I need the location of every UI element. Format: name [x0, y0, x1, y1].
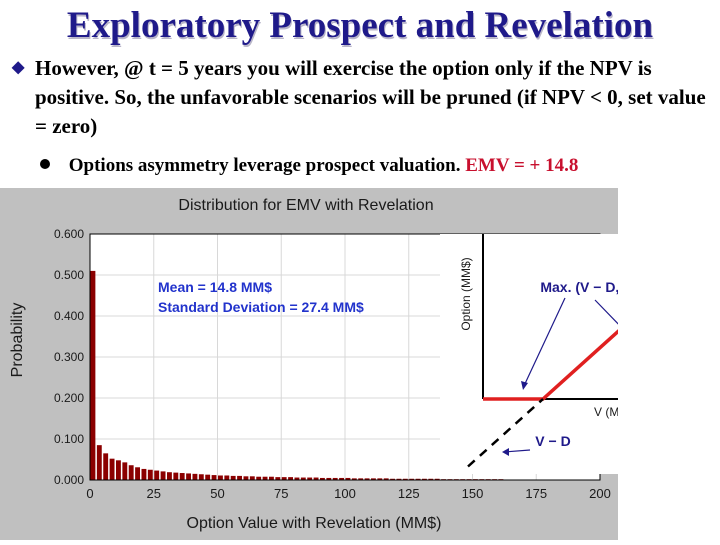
- histogram-bar: [110, 459, 115, 480]
- y-tick-label: 0.200: [54, 391, 84, 405]
- y-tick-label: 0.400: [54, 309, 84, 323]
- histogram-bar: [180, 473, 185, 480]
- histogram-bar: [97, 445, 102, 480]
- slide-title: Exploratory Prospect and Revelation: [0, 4, 720, 47]
- annotation-mean: Mean = 14.8 MM$: [158, 279, 272, 295]
- bullet-main: ◆ However, @ t = 5 years you will exerci…: [12, 54, 712, 141]
- histogram-bar: [199, 474, 204, 480]
- y-axis-label: Probability: [9, 303, 26, 378]
- histogram-bar: [205, 475, 210, 480]
- histogram-bar: [142, 469, 147, 480]
- x-axis-label: Option Value with Revelation (MM$): [187, 515, 442, 532]
- payoff-inset: Option (MM$) V (MM$) Max. (V − D, 0) V −…: [440, 234, 618, 474]
- histogram-bar: [237, 476, 242, 480]
- histogram-bar: [218, 475, 223, 480]
- histogram-bar: [231, 476, 236, 480]
- y-tick-label: 0.300: [54, 350, 84, 364]
- dot-bullet-icon: [40, 159, 50, 169]
- x-tick-label: 25: [147, 486, 161, 501]
- annotation-stddev: Standard Deviation = 27.4 MM$: [158, 299, 364, 315]
- inset-x-label: V (MM$): [594, 405, 618, 419]
- bullet-sub: Options asymmetry leverage prospect valu…: [40, 155, 720, 177]
- diamond-bullet-icon: ◆: [12, 61, 26, 75]
- histogram-bar: [193, 474, 198, 480]
- chart-title: Distribution for EMV with Revelation: [178, 197, 433, 214]
- inset-label-vd: V − D: [535, 433, 570, 449]
- x-tick-label: 75: [274, 486, 288, 501]
- x-tick-label: 125: [398, 486, 420, 501]
- histogram-bar: [250, 476, 255, 480]
- y-tick-label: 0.000: [54, 473, 84, 487]
- x-tick-label: 150: [462, 486, 484, 501]
- histogram-bar: [244, 476, 249, 480]
- histogram-bar: [91, 271, 96, 480]
- distribution-chart: Distribution for EMV with Revelation Pro…: [0, 188, 618, 540]
- x-ticks: 0 25 50 75 100 125 150 175 200: [86, 486, 610, 501]
- histogram-bar: [224, 475, 229, 480]
- bullet-sub-text: Options asymmetry leverage prospect valu…: [69, 155, 461, 176]
- histogram-bar: [122, 462, 127, 480]
- chart-panel: Distribution for EMV with Revelation Pro…: [0, 188, 618, 540]
- y-ticks: 0.000 0.100 0.200 0.300 0.400 0.500 0.600: [54, 227, 84, 487]
- inset-y-label: Option (MM$): [459, 257, 473, 330]
- histogram-bar: [173, 473, 178, 480]
- histogram-bar: [212, 475, 217, 480]
- histogram-bar: [186, 473, 191, 480]
- histogram-bar: [135, 467, 140, 480]
- y-tick-label: 0.100: [54, 432, 84, 446]
- y-tick-label: 0.500: [54, 268, 84, 282]
- histogram-bar: [116, 460, 121, 480]
- x-tick-label: 0: [86, 486, 93, 501]
- x-tick-label: 100: [334, 486, 356, 501]
- histogram-bar: [161, 471, 166, 480]
- x-tick-label: 50: [210, 486, 224, 501]
- histogram-bar: [129, 465, 134, 480]
- histogram-bar: [148, 470, 153, 480]
- bullet-main-text: However, @ t = 5 years you will exercise…: [12, 54, 712, 141]
- histogram-bar: [167, 472, 172, 480]
- x-tick-label: 200: [589, 486, 611, 501]
- emv-highlight: EMV = + 14.8: [465, 155, 578, 176]
- histogram-bar: [154, 471, 159, 480]
- y-tick-label: 0.600: [54, 227, 84, 241]
- inset-label-max: Max. (V − D, 0): [540, 279, 618, 295]
- x-tick-label: 175: [525, 486, 547, 501]
- histogram-bar: [103, 453, 108, 480]
